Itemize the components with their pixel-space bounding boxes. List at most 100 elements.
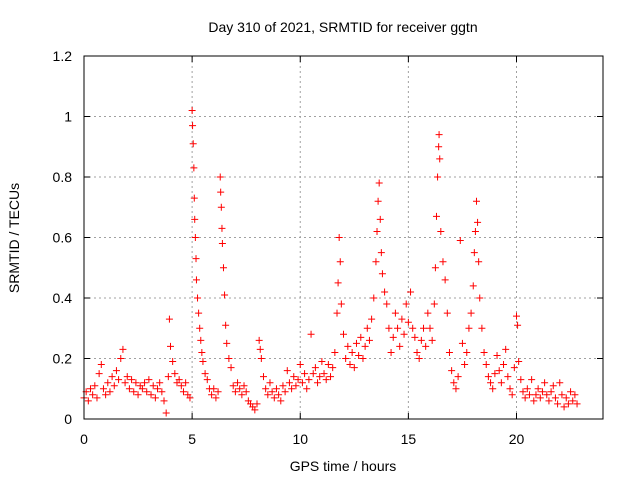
data-point: [162, 409, 170, 417]
data-point: [517, 376, 525, 384]
data-point: [327, 373, 335, 381]
data-point: [400, 330, 408, 338]
x-tick-label: 15: [401, 431, 417, 447]
data-point: [169, 358, 177, 366]
data-point: [480, 348, 488, 356]
data-point: [439, 258, 447, 266]
data-point: [151, 394, 159, 402]
y-tick-label: 0.2: [53, 351, 73, 367]
data-point: [130, 388, 138, 396]
data-point: [373, 227, 381, 235]
data-point: [435, 131, 443, 139]
data-point: [525, 391, 533, 399]
data-point: [154, 385, 162, 393]
y-tick-label: 0.8: [53, 169, 73, 185]
data-point: [298, 379, 306, 387]
data-point: [97, 361, 105, 369]
data-point: [189, 140, 197, 148]
data-point: [143, 388, 151, 396]
data-point: [381, 288, 389, 296]
data-point: [242, 388, 250, 396]
y-axis-label: SRMTID / TECUs: [6, 183, 22, 293]
x-axis-label: GPS time / hours: [290, 458, 397, 474]
data-point: [203, 376, 211, 384]
data-point: [123, 373, 131, 381]
data-point: [536, 394, 544, 402]
data-point: [377, 249, 385, 257]
data-point: [452, 385, 460, 393]
x-tick-label: 20: [509, 431, 525, 447]
data-point: [415, 355, 423, 362]
data-point: [221, 291, 229, 299]
data-point: [91, 382, 99, 390]
data-point: [275, 391, 283, 399]
data-point: [165, 315, 173, 323]
data-point: [290, 373, 298, 381]
data-point: [281, 388, 289, 396]
data-point: [422, 342, 430, 350]
data-point: [513, 312, 520, 320]
data-point: [458, 339, 466, 347]
data-point: [179, 388, 187, 396]
data-point: [106, 388, 114, 396]
data-point: [523, 385, 531, 393]
data-point: [528, 376, 536, 384]
data-point: [549, 382, 557, 390]
y-tick-label: 0: [64, 411, 72, 427]
data-point: [320, 370, 328, 378]
data-point: [454, 373, 462, 381]
data-point: [372, 258, 380, 266]
data-point: [216, 173, 224, 181]
grid-lines: [84, 56, 603, 419]
data-point: [519, 388, 527, 396]
data-point: [500, 361, 508, 369]
data-point: [461, 361, 469, 369]
data-point: [285, 379, 293, 387]
data-point: [227, 364, 235, 372]
data-point: [521, 394, 529, 402]
data-point: [208, 391, 216, 399]
x-tick-label: 10: [292, 431, 308, 447]
data-point: [538, 388, 546, 396]
data-point: [504, 373, 512, 381]
data-point: [255, 336, 263, 344]
data-point: [102, 391, 110, 399]
data-point: [199, 358, 207, 366]
data-point: [335, 234, 343, 241]
data-point: [324, 361, 332, 369]
data-point: [493, 351, 501, 359]
data-point: [487, 379, 495, 387]
data-point: [476, 294, 484, 302]
data-point: [532, 391, 540, 399]
data-point: [385, 324, 393, 332]
data-point: [218, 224, 226, 232]
data-point: [266, 379, 274, 387]
data-point: [259, 373, 267, 381]
data-point: [348, 348, 356, 356]
data-point: [469, 282, 477, 290]
data-point: [119, 345, 127, 353]
data-point: [99, 385, 107, 393]
data-point: [402, 300, 410, 308]
data-point: [177, 382, 185, 390]
data-point: [374, 197, 382, 205]
data-point: [448, 367, 456, 375]
data-point: [375, 179, 383, 187]
data-point: [191, 234, 199, 241]
data-point: [547, 388, 555, 396]
data-point: [145, 376, 153, 384]
data-point: [482, 361, 490, 369]
data-point: [560, 403, 568, 411]
data-point: [190, 164, 198, 172]
data-point: [530, 397, 538, 405]
data-point: [342, 355, 350, 362]
data-point: [212, 394, 220, 402]
data-point: [294, 376, 302, 384]
data-point: [489, 385, 497, 393]
data-point: [190, 194, 198, 202]
data-point: [436, 155, 444, 163]
data-point: [182, 379, 190, 387]
data-point: [223, 339, 231, 347]
